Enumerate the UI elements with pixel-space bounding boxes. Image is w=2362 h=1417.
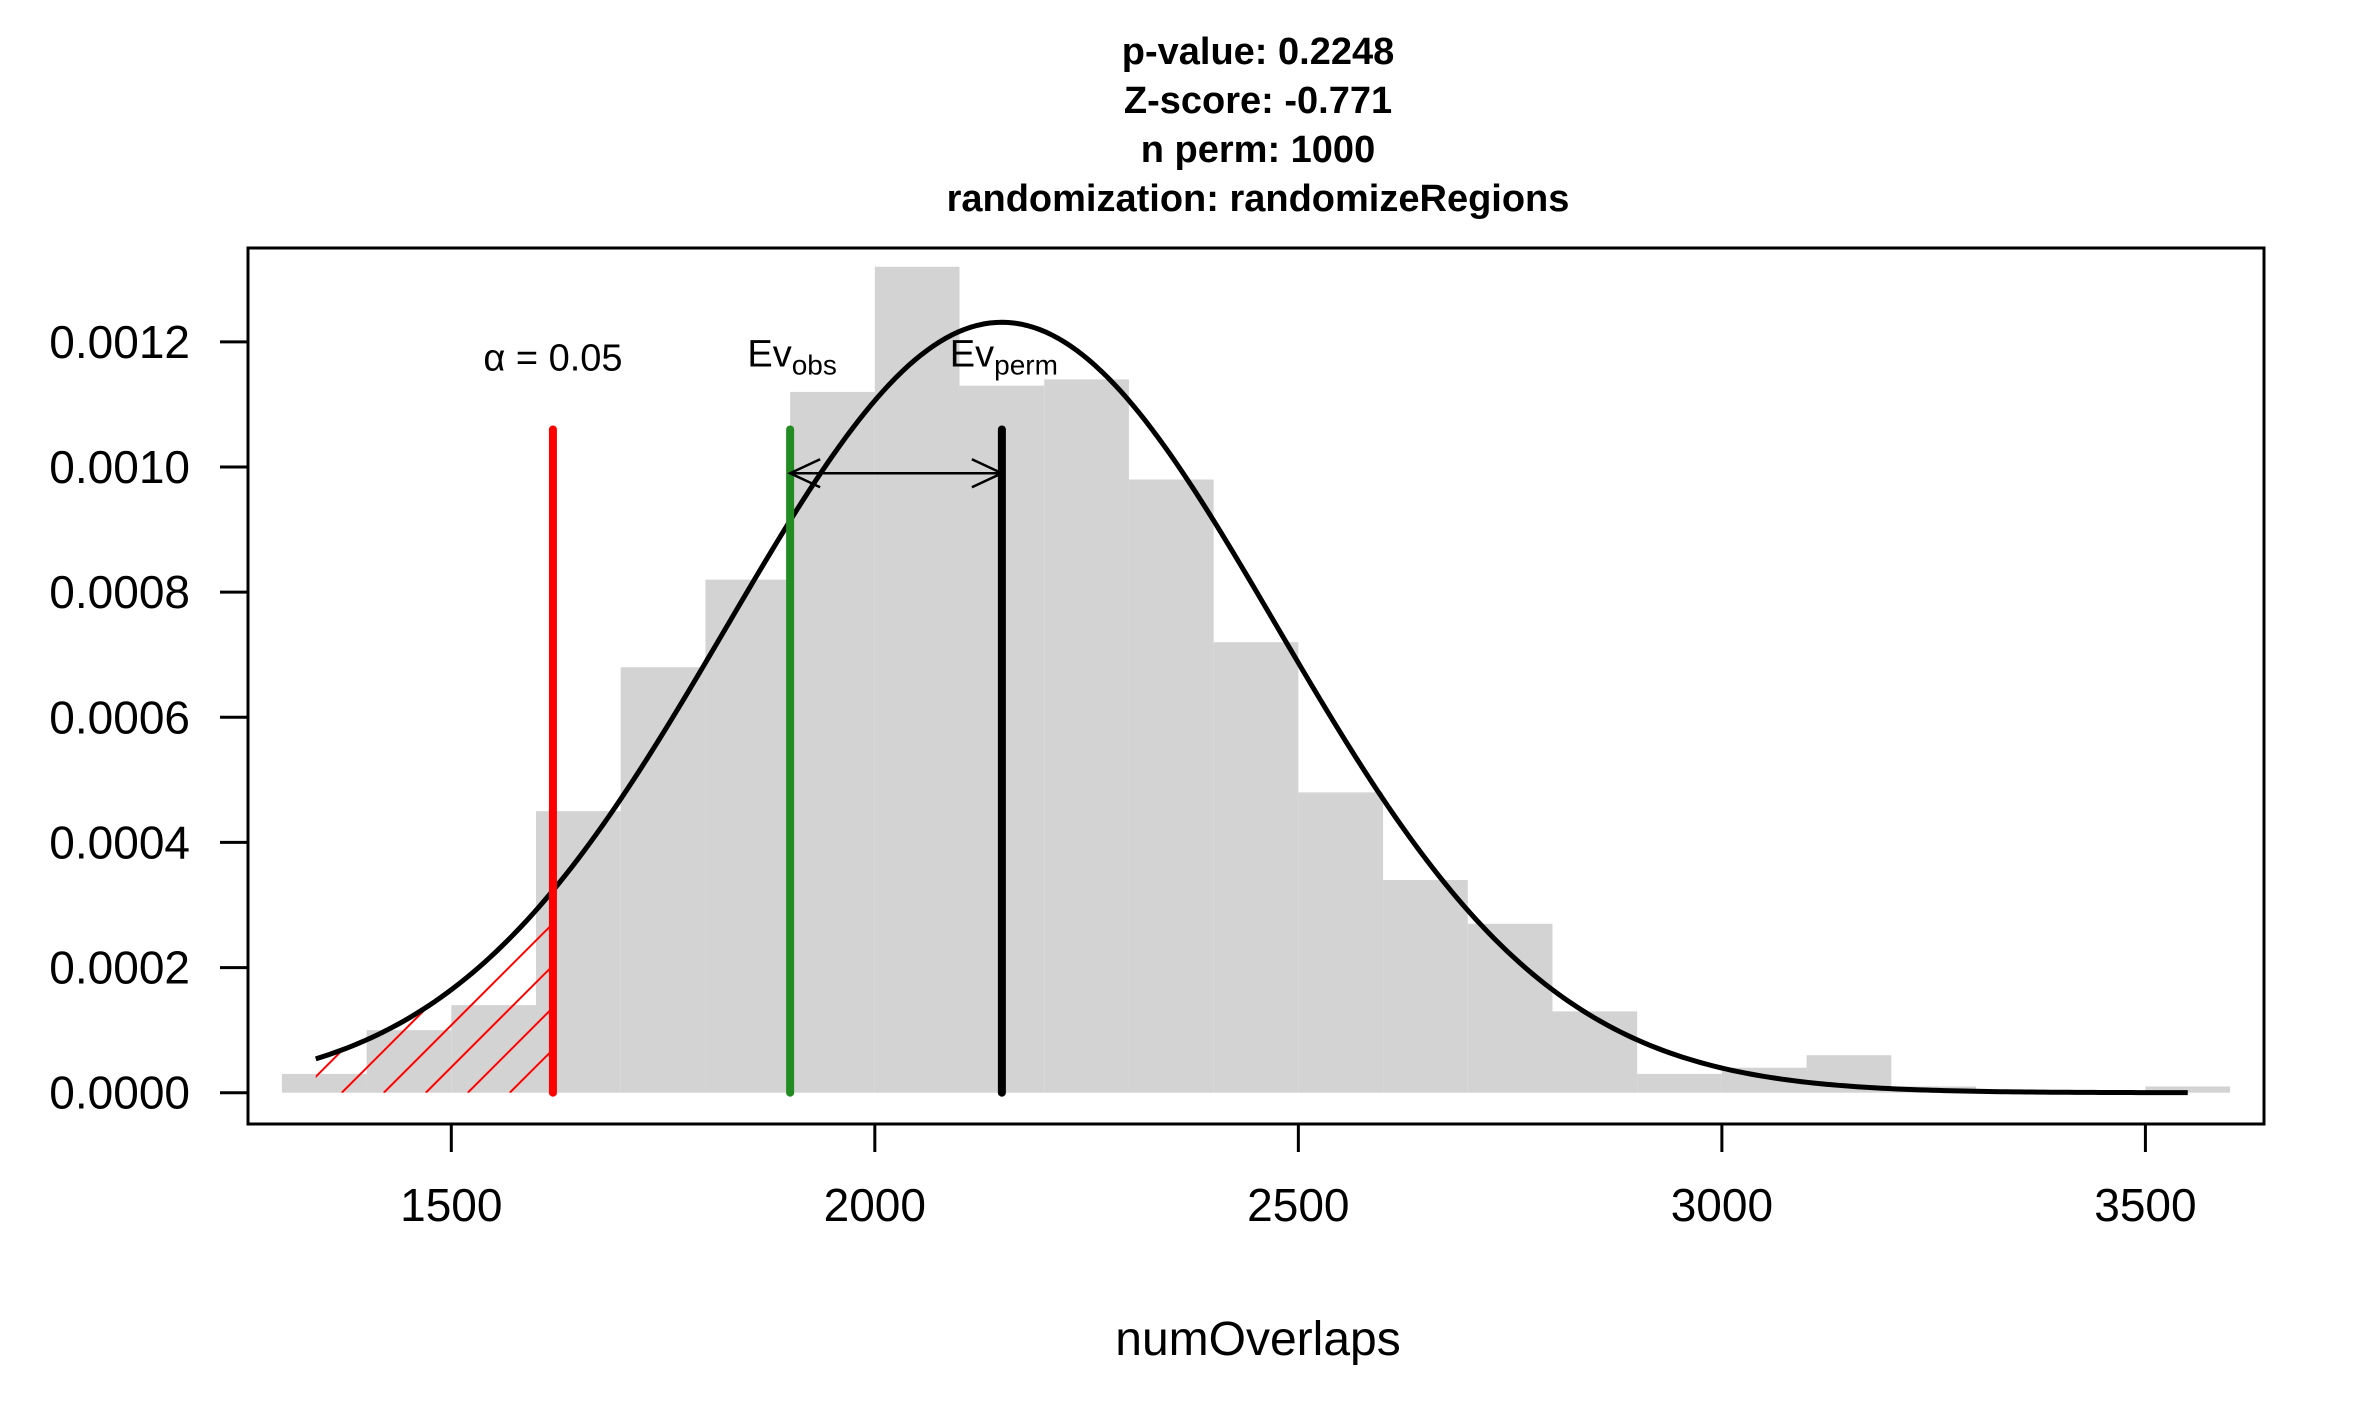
hatch-line (383, 890, 553, 1093)
x-tick-label: 1500 (400, 1179, 502, 1231)
histogram-bars (281, 266, 2231, 1093)
chart-title: p-value: 0.2248 Z-score: -0.771 n perm: … (947, 31, 1570, 220)
y-tick-label: 0.0006 (49, 691, 190, 743)
difference-arrow-head-left (787, 458, 821, 489)
histogram-bar (1044, 379, 1129, 1093)
histogram-bar (1128, 479, 1214, 1093)
histogram-bar (451, 1005, 536, 1093)
x-tick-label: 2000 (824, 1179, 926, 1231)
ev-obs-label: Evobs (747, 334, 837, 381)
x-tick-label: 3500 (2094, 1179, 2196, 1231)
difference-arrow (787, 458, 1005, 489)
y-axis: 0.0000 0.0002 0.0004 0.0006 0.0008 0.0010 0.00… (49, 316, 248, 1119)
y-tick-label: 0.0002 (49, 942, 190, 994)
hatch-line (467, 890, 553, 1093)
normal-density-curve (315, 319, 2188, 1096)
histogram-bar (874, 266, 960, 1093)
title-line-zscore: Z-score: -0.771 (1124, 80, 1392, 122)
histogram-bar (705, 579, 791, 1093)
histogram-bar (2145, 1086, 2231, 1093)
ev-obs-label-main: Ev (747, 334, 791, 376)
x-tick-label: 2500 (1247, 1179, 1349, 1231)
alpha-label: α = 0.05 (483, 338, 622, 380)
x-axis-title: numOverlaps (1115, 1313, 1400, 1366)
x-tick-label: 3000 (1671, 1179, 1773, 1231)
histogram-bar (366, 1030, 452, 1093)
histogram-bar (620, 667, 706, 1093)
title-line-randomization: randomization: randomizeRegions (947, 178, 1570, 220)
ev-perm-label-sub: perm (994, 350, 1058, 381)
ev-obs-label-sub: obs (792, 350, 837, 381)
histogram-bar (1467, 923, 1553, 1093)
histogram-bar (1552, 1011, 1638, 1093)
title-line-pvalue: p-value: 0.2248 (1122, 31, 1394, 73)
y-tick-label: 0.0000 (49, 1067, 190, 1119)
ev-perm-label-main: Ev (950, 334, 994, 376)
histogram-bar (1637, 1073, 1722, 1093)
histogram-bar (1213, 642, 1299, 1093)
y-tick-label: 0.0004 (49, 816, 190, 868)
histogram-bar (790, 391, 875, 1093)
difference-arrow-head-right (971, 458, 1005, 489)
histogram-bar (281, 1073, 367, 1093)
histogram-bar (536, 811, 621, 1093)
title-line-nperm: n perm: 1000 (1141, 129, 1375, 171)
x-axis: 1500 2000 2500 3000 3500 (400, 1122, 2197, 1231)
y-tick-label: 0.0008 (49, 566, 190, 618)
histogram-bar (1298, 792, 1384, 1093)
ev-perm-label: Evperm (950, 334, 1058, 381)
hatch-line (425, 890, 553, 1093)
histogram-bar (1383, 879, 1468, 1093)
y-tick-label: 0.0012 (49, 316, 190, 368)
y-tick-label: 0.0010 (49, 441, 190, 493)
